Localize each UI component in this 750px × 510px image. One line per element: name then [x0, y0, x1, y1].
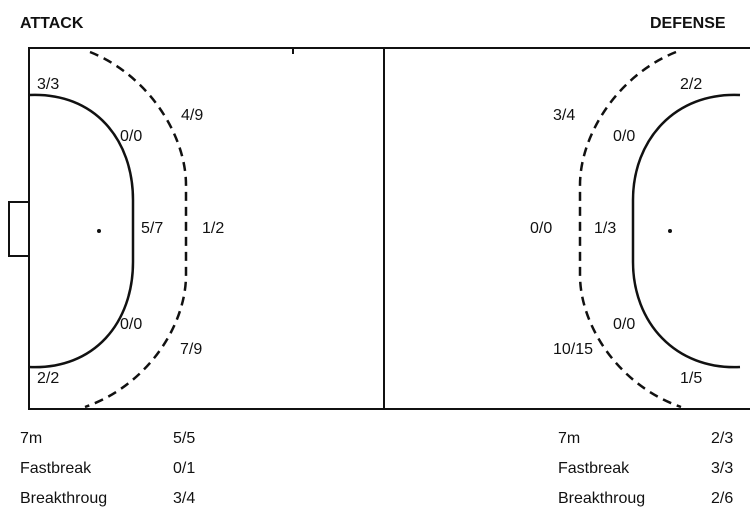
left-goal [8, 201, 30, 257]
attack-summary-label: Fastbreak [20, 460, 92, 477]
left-9m-line [84, 50, 188, 409]
defense-right-wing-top-stat: 2/2 [680, 76, 703, 93]
defense-far-top-stat: 3/4 [553, 107, 576, 124]
defense-summary-label: Breakthroug [558, 490, 646, 507]
attack-far-bottom-stat: 7/9 [180, 341, 203, 358]
right-7m-mark [668, 229, 672, 233]
defense-near-center-stat: 1/3 [594, 220, 617, 237]
defense-far-bottom-stat: 10/15 [553, 341, 594, 358]
attack-near-center-stat: 5/7 [141, 220, 164, 237]
defense-summary-label: Fastbreak [558, 460, 630, 477]
defense-summary-value: 2/3 [711, 430, 734, 447]
attack-summary-value: 3/4 [173, 490, 196, 507]
attack-left-wing-top-stat: 3/3 [37, 76, 60, 93]
attack-near-top-stat: 0/0 [120, 128, 143, 145]
right-9m-line [578, 50, 682, 409]
right-6m-line [631, 93, 741, 369]
attack-summary-label: Breakthroug [20, 490, 108, 507]
defense-summary-value: 2/6 [711, 490, 734, 507]
attack-header: ATTACK [20, 15, 84, 32]
defense-summary-value: 3/3 [711, 460, 734, 477]
attack-far-center-stat: 1/2 [202, 220, 225, 237]
defense-far-center-stat: 0/0 [530, 220, 553, 237]
left-6m-line [28, 93, 135, 369]
attack-left-wing-bottom-stat: 2/2 [37, 370, 60, 387]
attack-far-top-stat: 4/9 [181, 107, 204, 124]
defense-near-top-stat: 0/0 [613, 128, 636, 145]
court-outline [28, 47, 750, 410]
left-7m-mark [97, 229, 101, 233]
defense-near-bottom-stat: 0/0 [613, 316, 636, 333]
attack-summary-value: 5/5 [173, 430, 196, 447]
defense-right-wing-bottom-stat: 1/5 [680, 370, 703, 387]
defense-summary-label: 7m [558, 430, 581, 447]
attack-summary-label: 7m [20, 430, 43, 447]
attack-summary-value: 0/1 [173, 460, 196, 477]
attack-near-bottom-stat: 0/0 [120, 316, 143, 333]
defense-header: DEFENSE [650, 15, 726, 32]
